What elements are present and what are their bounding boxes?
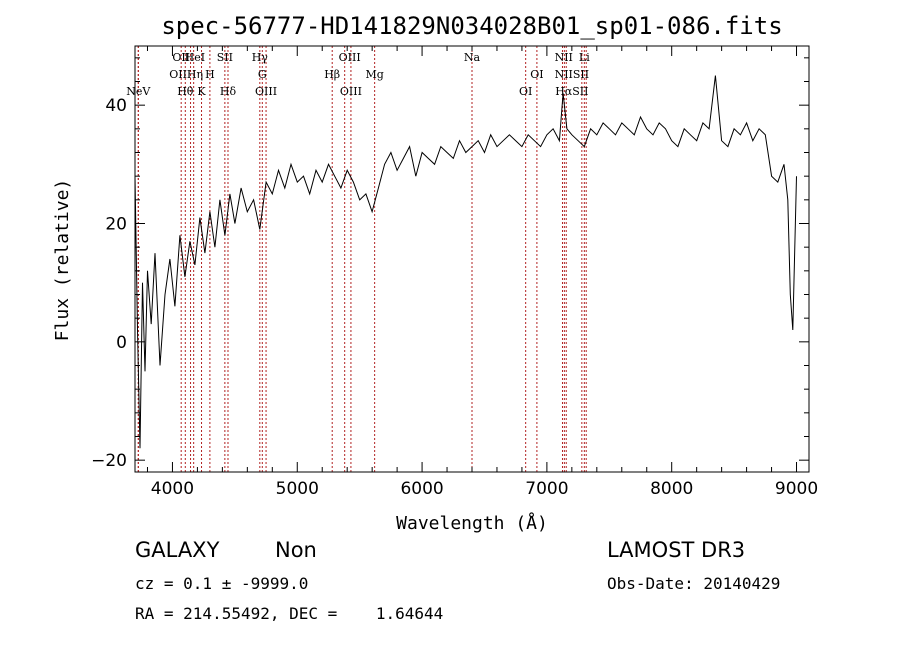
spectral-line-label: Hβ (324, 68, 340, 81)
spectral-line-label: Hδ (220, 85, 237, 98)
spectral-line-label: Hγ (252, 51, 269, 64)
spectral-line-label: OIII (339, 51, 361, 64)
spectral-line-label: SII (217, 51, 233, 64)
spectral-line-label: H (205, 68, 215, 81)
radec-line: RA = 214.55492, DEC = 1.64644 (135, 604, 444, 623)
spectral-line-label: NII (555, 51, 573, 64)
spectral-line-label: Mg (365, 68, 383, 81)
x-tick-label: 9000 (775, 479, 818, 499)
y-tick-label: 40 (105, 96, 127, 116)
spectrum-line (134, 75, 797, 449)
spectral-line-label: OII (172, 51, 190, 64)
spectral-line-label: Hθ (177, 85, 194, 98)
spectral-line-label: NIISII (555, 68, 590, 81)
spectral-line-label: OI (530, 68, 543, 81)
y-axis-label: Flux (relative) (52, 179, 73, 342)
spectral-line-label: OIII (255, 85, 277, 98)
redshift-line: cz = 0.1 ± -9999.0 (135, 574, 309, 593)
spectral-line-markers (137, 46, 587, 472)
survey-label: LAMOST DR3 (607, 538, 746, 562)
class-label: GALAXY (135, 538, 220, 562)
spectral-line-label: Li (579, 51, 590, 64)
y-axis-ticks: −20 0 20 40 (91, 57, 809, 471)
spectral-line-label: OIIHη (169, 68, 203, 81)
x-tick-label: 6000 (400, 479, 443, 499)
x-tick-label: 7000 (525, 479, 568, 499)
spectral-line-label: G (258, 68, 267, 81)
spectral-line-label: NeV (126, 85, 151, 98)
spectral-line-label: OIII (340, 85, 362, 98)
x-axis-ticks: 4000 5000 6000 7000 8000 9000 (146, 46, 818, 499)
x-tick-label: 8000 (650, 479, 693, 499)
spectral-line-label: HαSII (555, 85, 588, 98)
y-tick-label: −20 (91, 451, 127, 471)
subclass-label: Non (275, 538, 317, 562)
y-tick-label: 20 (105, 215, 127, 235)
y-tick-label: 0 (116, 333, 127, 353)
spectral-line-label: OI (519, 85, 532, 98)
x-axis-label: Wavelength (Å) (396, 512, 548, 534)
chart-title: spec-56777-HD141829N034028B01_sp01-086.f… (161, 12, 782, 40)
spectral-line-label: K (197, 85, 206, 98)
spectral-line-label: Na (464, 51, 481, 64)
x-tick-label: 5000 (276, 479, 319, 499)
x-tick-label: 4000 (151, 479, 194, 499)
spectral-line-label: HeI (185, 51, 205, 64)
obs-date-line: Obs-Date: 20140429 (607, 574, 781, 593)
